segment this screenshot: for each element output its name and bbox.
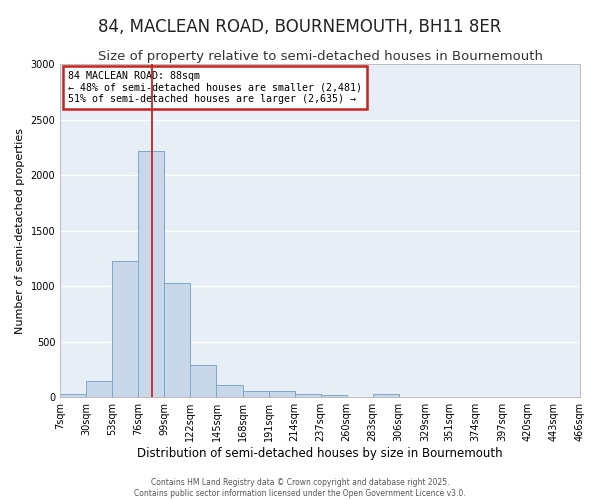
Bar bbox=[139, 151, 164, 397]
Bar bbox=[60, 394, 86, 397]
Bar bbox=[86, 380, 112, 397]
X-axis label: Distribution of semi-detached houses by size in Bournemouth: Distribution of semi-detached houses by … bbox=[137, 447, 503, 460]
Bar bbox=[217, 385, 242, 397]
Y-axis label: Number of semi-detached properties: Number of semi-detached properties bbox=[15, 128, 25, 334]
Bar bbox=[112, 260, 139, 397]
Title: Size of property relative to semi-detached houses in Bournemouth: Size of property relative to semi-detach… bbox=[98, 50, 542, 63]
Text: 84 MACLEAN ROAD: 88sqm
← 48% of semi-detached houses are smaller (2,481)
51% of : 84 MACLEAN ROAD: 88sqm ← 48% of semi-det… bbox=[68, 71, 362, 104]
Bar bbox=[190, 365, 217, 397]
Bar bbox=[295, 394, 320, 397]
Text: 84, MACLEAN ROAD, BOURNEMOUTH, BH11 8ER: 84, MACLEAN ROAD, BOURNEMOUTH, BH11 8ER bbox=[98, 18, 502, 36]
Bar bbox=[269, 391, 295, 397]
Bar bbox=[373, 394, 399, 397]
Text: Contains HM Land Registry data © Crown copyright and database right 2025.
Contai: Contains HM Land Registry data © Crown c… bbox=[134, 478, 466, 498]
Bar bbox=[320, 395, 347, 397]
Bar bbox=[242, 391, 269, 397]
Bar bbox=[164, 283, 190, 397]
